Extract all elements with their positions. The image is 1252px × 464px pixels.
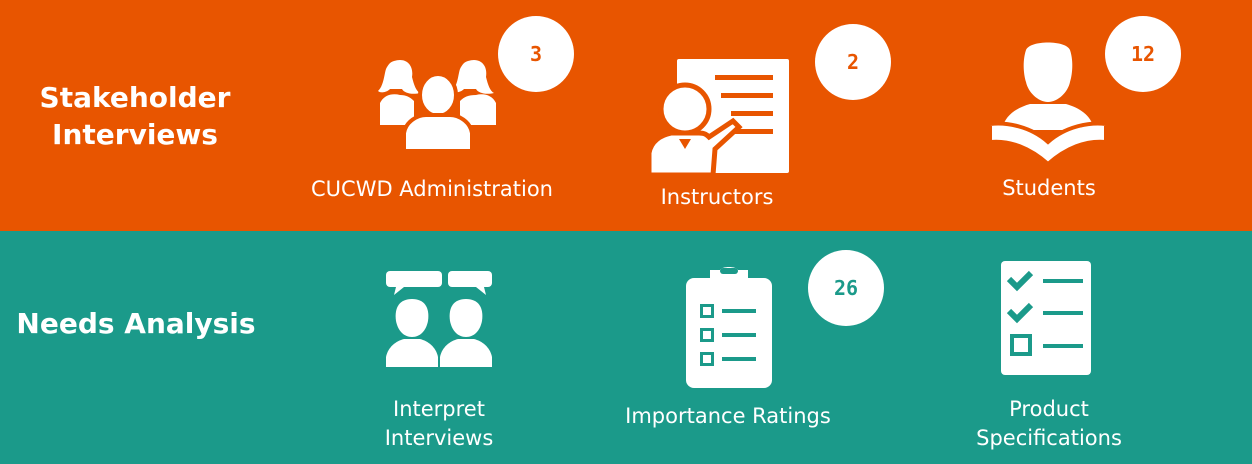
label-line-2: Specifications: [976, 426, 1122, 450]
needs-analysis-band: Needs Analysis Interpret Interviews: [0, 231, 1252, 464]
title-line-2: Interviews: [52, 118, 218, 151]
stakeholder-interviews-band: Stakeholder Interviews 3 CUCWD Administr…: [0, 0, 1252, 231]
title-line-1: Stakeholder: [39, 81, 231, 114]
checklist-icon: [1001, 261, 1091, 375]
label-line-1: Product: [1009, 397, 1089, 421]
item-label: Importance Ratings: [625, 404, 831, 428]
count-badge: 26: [808, 250, 884, 326]
item-label: CUCWD Administration: [311, 177, 553, 201]
label-line-1: Interpret: [393, 397, 485, 421]
item-label: Students: [1002, 176, 1096, 200]
conversation-icon: [386, 271, 492, 367]
clipboard-icon: [686, 267, 772, 388]
group-icon: [378, 59, 496, 153]
stakeholder-interviews-title: Stakeholder Interviews: [30, 79, 240, 153]
count-badge: 2: [815, 24, 891, 100]
item-label: Product Specifications: [949, 395, 1149, 453]
presenter-icon: [646, 59, 789, 178]
item-label: Instructors: [660, 185, 774, 209]
label-line-2: Interviews: [384, 426, 494, 450]
item-label: Interpret Interviews: [339, 395, 539, 453]
reader-icon: [988, 42, 1108, 167]
needs-analysis-title: Needs Analysis: [16, 307, 256, 340]
count-badge: 3: [498, 16, 574, 92]
count-badge: 12: [1105, 16, 1181, 92]
